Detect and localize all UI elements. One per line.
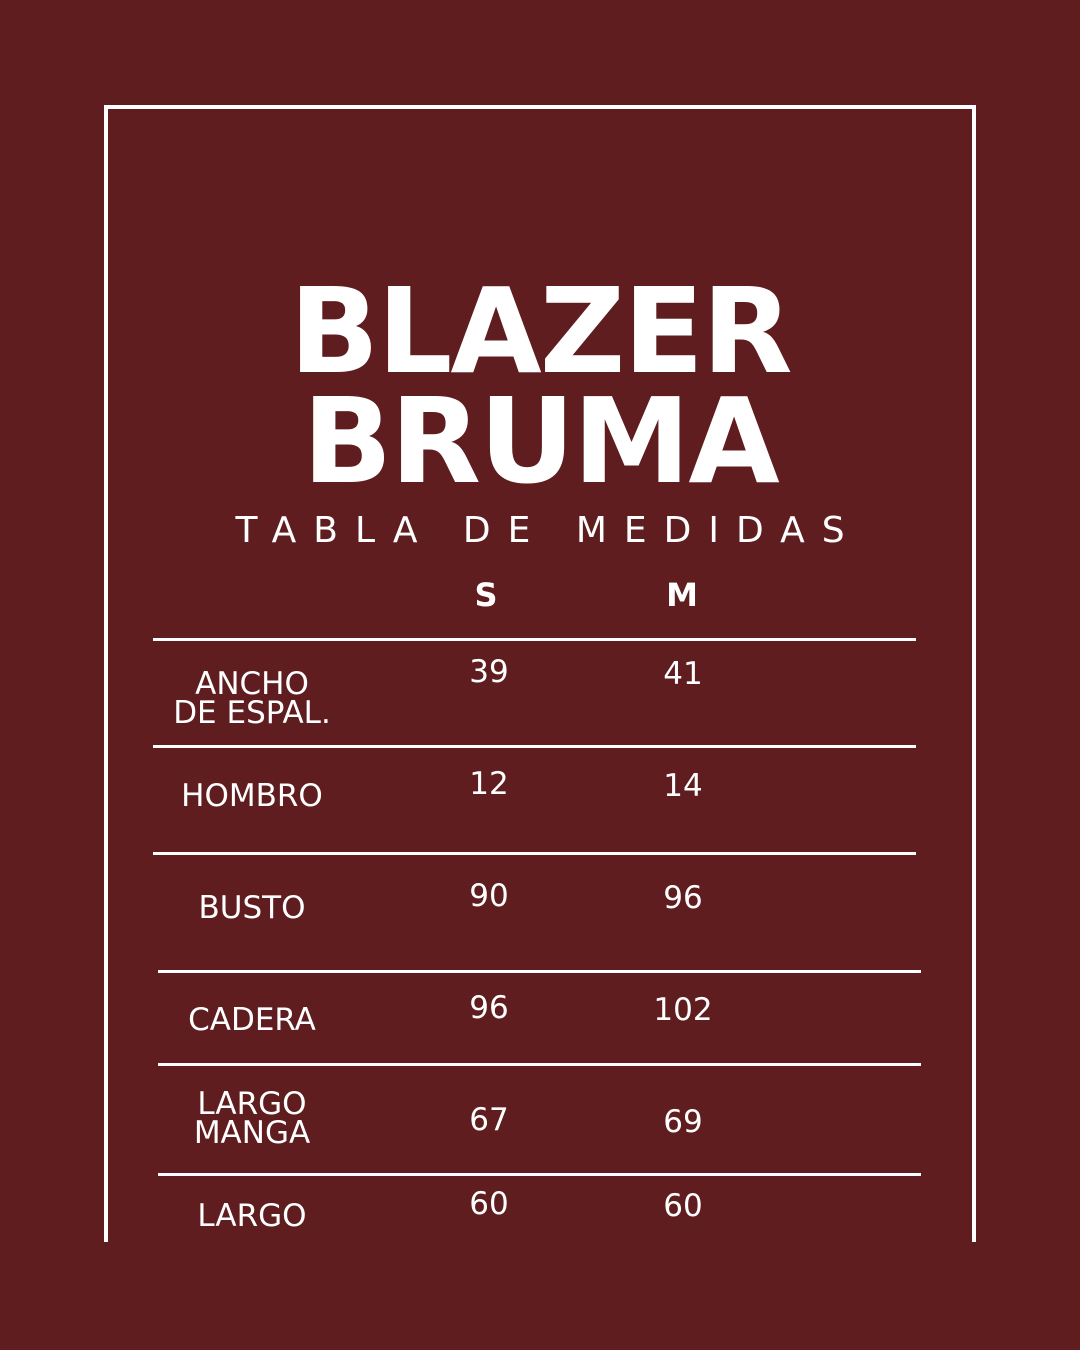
value-s: 39 <box>469 654 509 690</box>
column-header-s: S <box>474 576 498 614</box>
row-label: LARGO <box>152 1198 352 1234</box>
row-label-line: LARGO <box>197 1198 307 1234</box>
title-line-1: BLAZER <box>289 262 792 400</box>
row-label-line: MANGA <box>193 1115 311 1151</box>
value-s: 90 <box>469 878 509 914</box>
value-s: 96 <box>469 990 509 1026</box>
row-divider <box>158 1063 921 1066</box>
row-label: CADERA <box>152 1002 352 1038</box>
frame-border-top <box>104 105 976 109</box>
row-label-line: LARGO <box>197 1086 307 1122</box>
row-divider <box>158 970 921 973</box>
value-m: 96 <box>663 880 703 916</box>
value-m: 69 <box>663 1104 703 1140</box>
value-s: 60 <box>469 1186 509 1222</box>
subtitle: TABLA DE MEDIDAS <box>235 510 862 551</box>
value-m: 60 <box>663 1188 703 1224</box>
value-s: 67 <box>469 1102 509 1138</box>
value-s: 12 <box>469 766 509 802</box>
row-label-line: CADERA <box>188 1002 316 1038</box>
row-label-line: HOMBRO <box>181 778 323 814</box>
row-divider <box>153 638 916 641</box>
row-label: HOMBRO <box>152 778 352 814</box>
value-m: 14 <box>663 768 703 804</box>
row-label: BUSTO <box>152 890 352 926</box>
value-m: 41 <box>663 656 703 692</box>
row-label-line: BUSTO <box>198 890 306 926</box>
row-label: LARGO MANGA <box>152 1086 352 1151</box>
value-m: 102 <box>653 992 713 1028</box>
row-divider <box>153 852 916 855</box>
row-label-line: DE ESPAL. <box>173 695 331 731</box>
row-label-line: ANCHO <box>195 666 309 702</box>
title-line-2: BRUMA <box>302 372 779 510</box>
column-header-m: M <box>666 576 698 614</box>
frame-border-right <box>972 105 976 1242</box>
frame-border-left <box>104 105 108 1242</box>
row-label: ANCHO DE ESPAL. <box>152 666 352 731</box>
row-divider <box>153 745 916 748</box>
row-divider <box>158 1173 921 1176</box>
